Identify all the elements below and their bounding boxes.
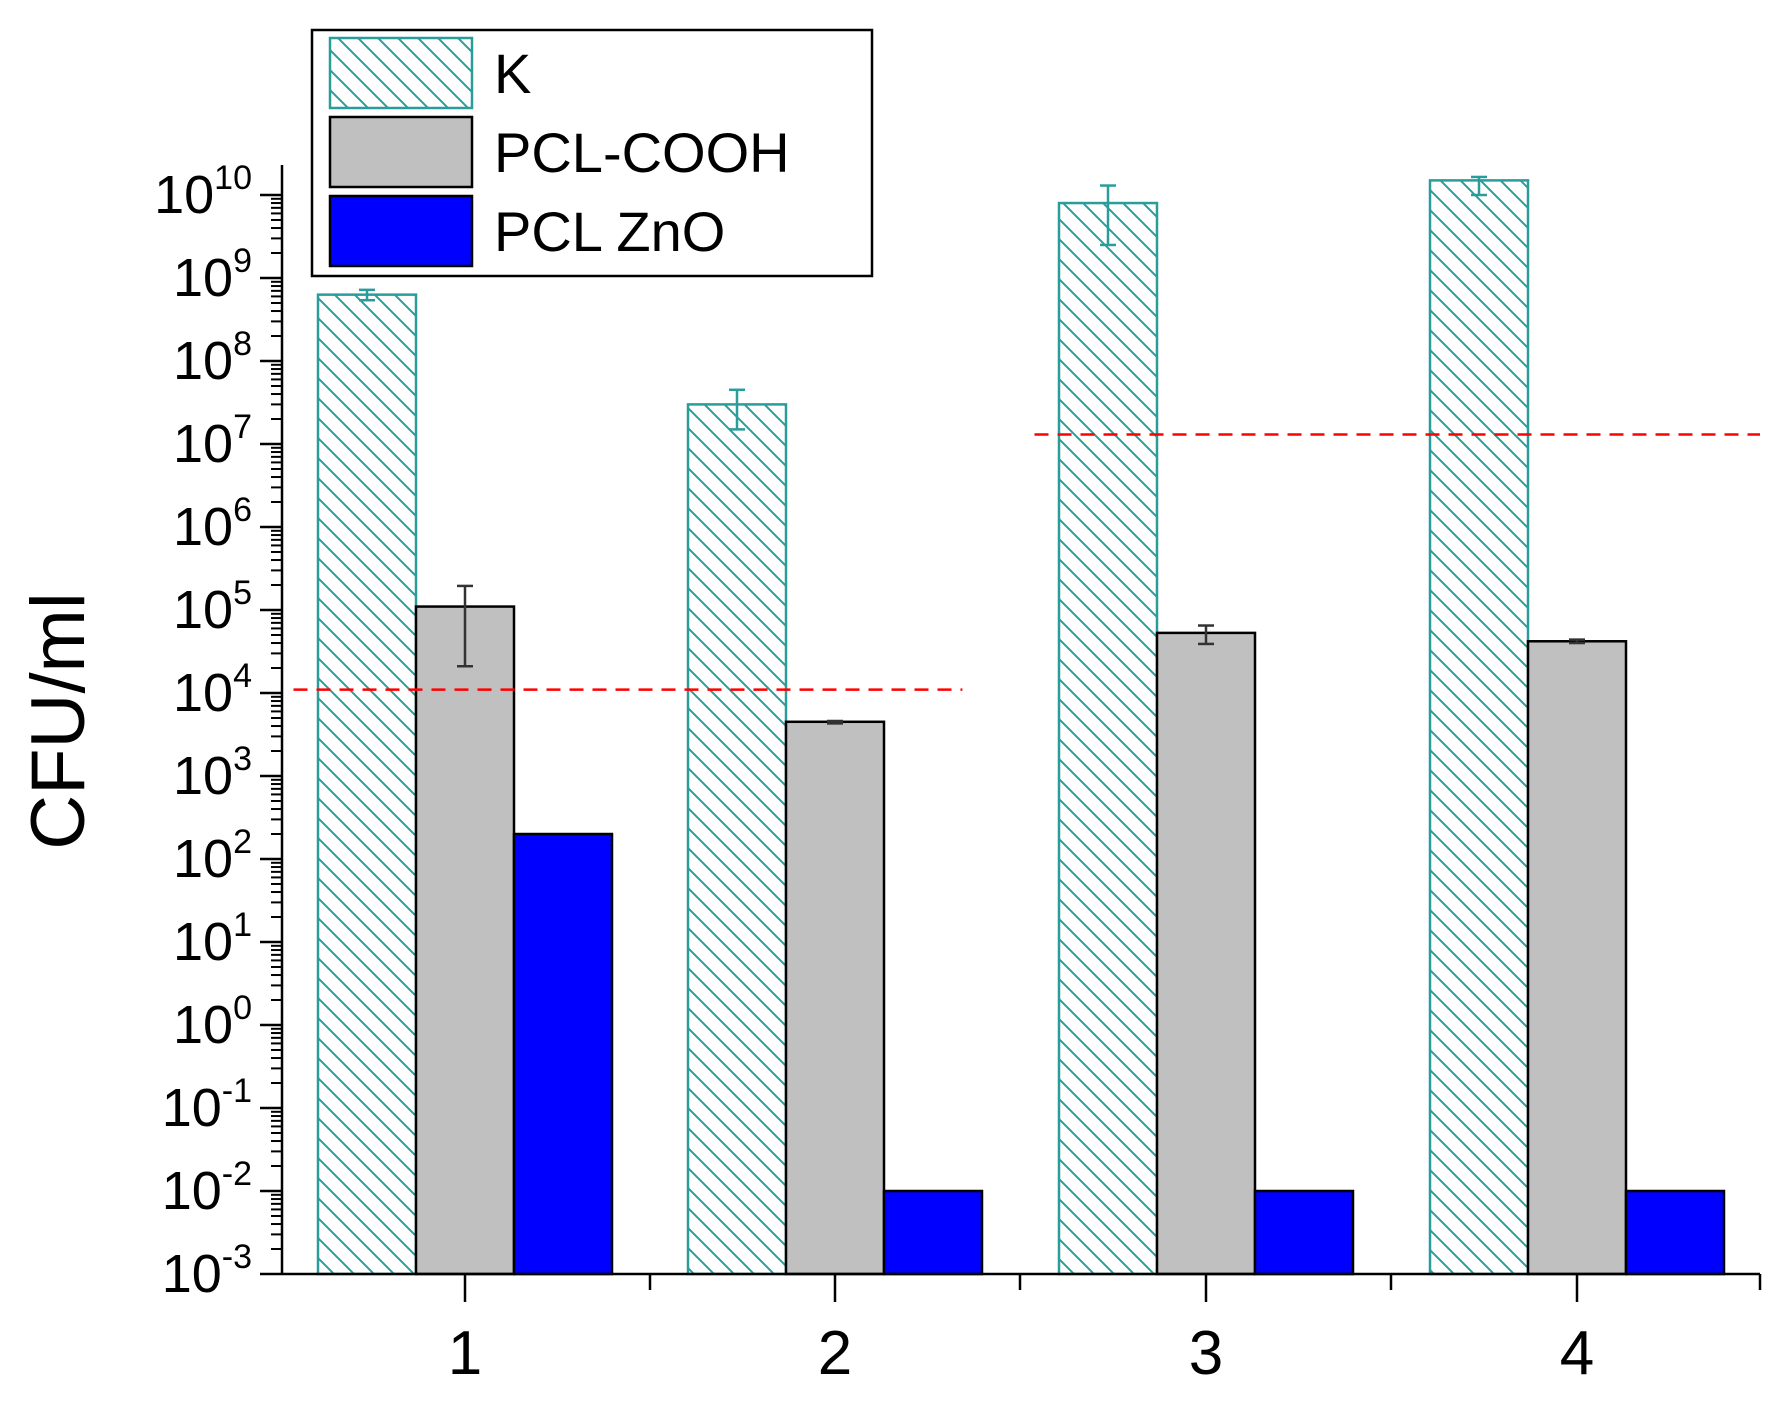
y-tick-label: 105 [173, 574, 252, 640]
bar-pcl-cooh-3 [1155, 631, 1257, 1276]
y-tick-label: 10-1 [162, 1072, 252, 1138]
y-tick-label: 107 [173, 408, 252, 474]
x-tick-label-4: 4 [1560, 1319, 1594, 1388]
y-axis-title: CFU/ml [16, 592, 101, 850]
x-tick-label-2: 2 [818, 1319, 852, 1388]
y-tick-label: 101 [173, 906, 252, 972]
x-tick-label-3: 3 [1189, 1319, 1223, 1388]
y-tick-label: 1010 [154, 159, 252, 225]
y-tick-label: 103 [173, 740, 252, 806]
error-bars-layer [359, 175, 1585, 725]
error-bar-pcl-cooh-4 [1569, 638, 1585, 645]
bar-pcl-zno-4 [1624, 1189, 1726, 1276]
error-bar-k-2 [729, 388, 745, 431]
y-tick-label: 10-3 [162, 1238, 252, 1304]
y-tick-label: 102 [173, 823, 252, 889]
bar-k-3 [1057, 201, 1159, 1276]
bar-pcl-cooh-4 [1526, 640, 1628, 1276]
error-bar-k-4 [1471, 175, 1487, 197]
error-bar-k-1 [359, 288, 375, 302]
x-tick-label-1: 1 [448, 1319, 482, 1388]
legend-label-pcl-cooh: PCL-COOH [494, 121, 790, 184]
axes-layer: 10-3 10-2 10-1 100 101 102 103 104 105 106 107 108 1… [154, 159, 1762, 1388]
legend-swatch-pcl-zno [328, 194, 474, 268]
y-tick-label: 108 [173, 325, 252, 391]
legend-swatch-pcl-cooh [328, 115, 474, 189]
bar-pcl-zno-1 [512, 832, 614, 1276]
y-tick-label: 10-2 [162, 1155, 252, 1221]
bar-pcl-zno-3 [1253, 1189, 1355, 1276]
bar-k-4 [1428, 179, 1530, 1276]
bar-k-1 [316, 293, 418, 1276]
y-tick-label: 106 [173, 491, 252, 557]
error-bar-k-3 [1100, 184, 1116, 247]
bar-pcl-zno-2 [882, 1189, 984, 1276]
bar-k-2 [686, 403, 788, 1276]
bars-layer [316, 179, 1726, 1276]
error-bar-pcl-cooh-2 [827, 719, 843, 725]
bar-pcl-cooh-2 [784, 720, 886, 1276]
legend-swatch-k [328, 36, 474, 110]
legend: K PCL-COOH PCL ZnO [310, 28, 874, 278]
threshold-lines-layer [293, 433, 1760, 691]
error-bar-pcl-cooh-1 [457, 584, 473, 668]
legend-label-pcl-zno: PCL ZnO [494, 200, 725, 263]
y-tick-label: 109 [173, 242, 252, 308]
y-tick-label: 100 [173, 989, 252, 1055]
legend-label-k: K [494, 42, 531, 105]
y-tick-label: 104 [173, 657, 252, 723]
bar-pcl-cooh-1 [414, 605, 516, 1276]
error-bar-pcl-cooh-3 [1198, 624, 1214, 646]
